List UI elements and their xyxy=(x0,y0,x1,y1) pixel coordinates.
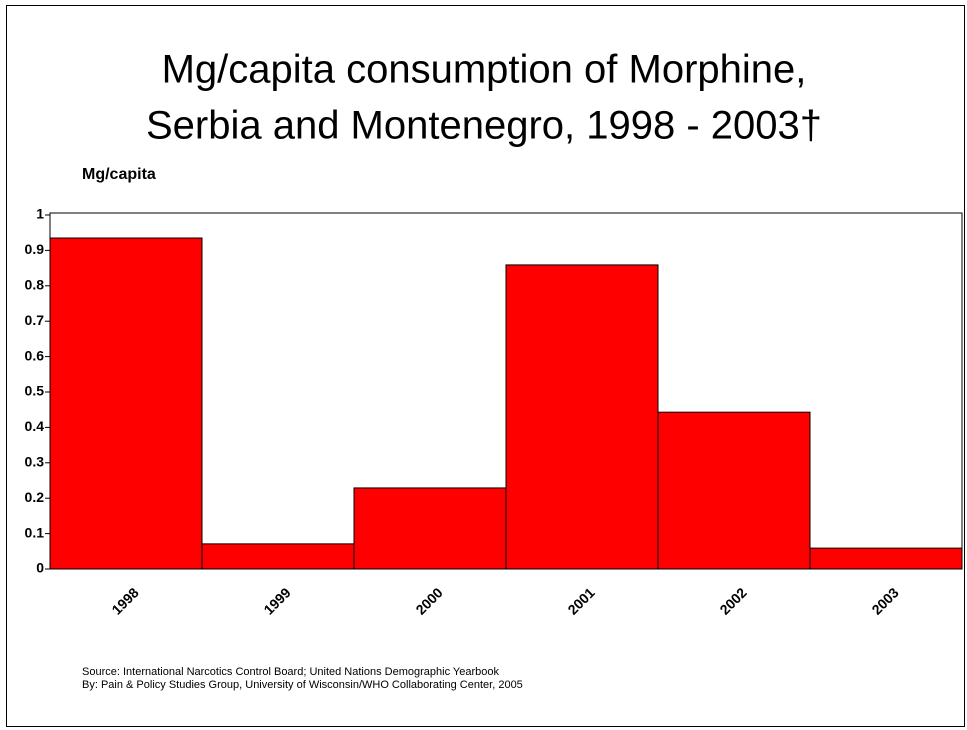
y-tick-label: 1 xyxy=(36,206,44,222)
y-tick-label: 0.1 xyxy=(25,524,45,540)
note: By: Pain & Policy Studies Group, Univers… xyxy=(82,679,523,691)
y-tick-label: 0.2 xyxy=(25,489,45,505)
bar xyxy=(49,237,203,570)
chart-title: Mg/capita consumption of Morphine, xyxy=(162,48,807,92)
bar xyxy=(201,543,355,570)
y-tick-label: 0.3 xyxy=(25,454,45,470)
y-tick-label: 0.4 xyxy=(25,418,45,434)
bar xyxy=(505,264,659,570)
chart-title: Serbia and Montenegro, 1998 - 2003† xyxy=(146,104,822,148)
y-axis-label: Mg/capita xyxy=(82,166,156,183)
bar xyxy=(809,547,963,570)
y-tick-label: 0.5 xyxy=(25,383,45,399)
bar xyxy=(657,411,811,570)
y-tick-label: 0 xyxy=(36,560,44,576)
bar xyxy=(353,487,507,570)
y-tick-label: 0.6 xyxy=(25,347,45,363)
y-tick-label: 0.8 xyxy=(25,277,45,293)
note: Source: International Narcotics Control … xyxy=(82,666,500,678)
y-tick-label: 0.9 xyxy=(25,241,45,257)
y-tick-label: 0.7 xyxy=(25,312,45,328)
